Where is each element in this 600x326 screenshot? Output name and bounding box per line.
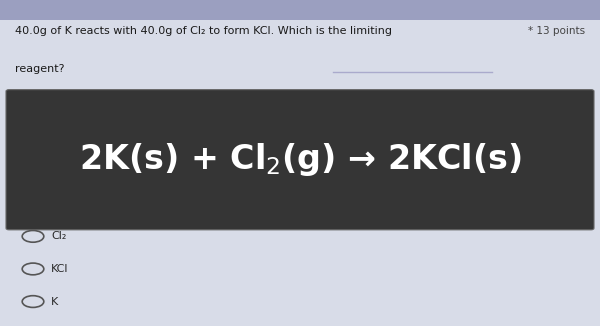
- Text: * 13 points: * 13 points: [528, 26, 585, 36]
- Text: Cl₂: Cl₂: [51, 231, 67, 241]
- Bar: [0, 0, 600, 20]
- Text: 2K(s) + Cl$_2$(g) → 2KCl(s): 2K(s) + Cl$_2$(g) → 2KCl(s): [79, 141, 521, 178]
- FancyBboxPatch shape: [6, 90, 594, 230]
- Text: KCl: KCl: [51, 264, 68, 274]
- Text: K: K: [51, 297, 58, 306]
- Text: 40.0g of K reacts with 40.0g of Cl₂ to form KCl. Which is the limiting: 40.0g of K reacts with 40.0g of Cl₂ to f…: [15, 26, 392, 36]
- Text: reagent?: reagent?: [15, 64, 65, 74]
